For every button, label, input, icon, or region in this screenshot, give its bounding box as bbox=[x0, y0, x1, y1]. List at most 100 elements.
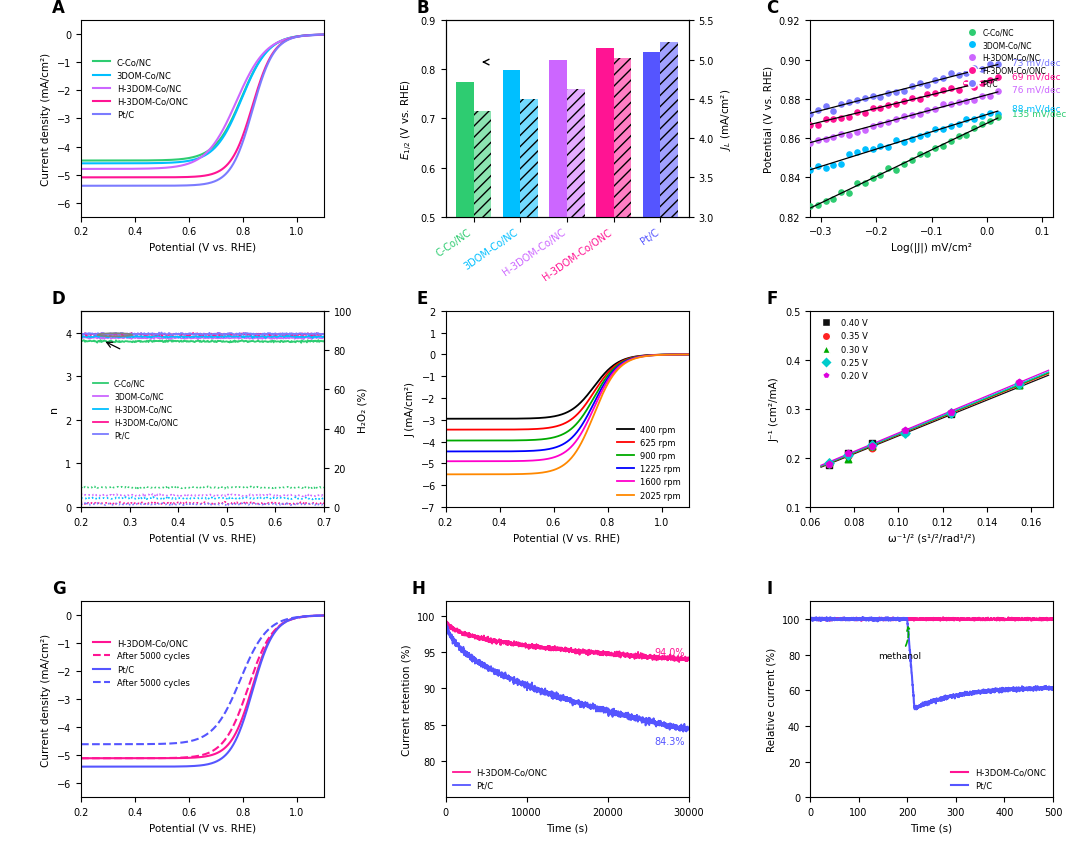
Point bbox=[942, 97, 959, 111]
Pt/C bbox=[281, 329, 294, 339]
Point bbox=[903, 108, 920, 122]
3DOM-Co/NC bbox=[190, 154, 203, 165]
After 5000 cycles bbox=[312, 611, 325, 621]
Bar bbox=[567, 90, 584, 453]
X-axis label: ω⁻¹/² (s¹/²/rad¹/²): ω⁻¹/² (s¹/²/rad¹/²) bbox=[888, 532, 975, 543]
1225 rpm bbox=[556, 440, 569, 450]
3DOM-Co/NC bbox=[75, 334, 87, 344]
Bar bbox=[613, 59, 632, 453]
H-3DOM-Co/ONC bbox=[312, 31, 325, 41]
Text: F: F bbox=[767, 289, 778, 308]
Point bbox=[864, 90, 881, 103]
Pt/C bbox=[225, 328, 238, 339]
Pt/C bbox=[191, 761, 204, 771]
H-3DOM-Co/NC bbox=[280, 332, 293, 342]
Point bbox=[927, 87, 944, 101]
Pt/C bbox=[75, 182, 87, 192]
Pt/C bbox=[191, 181, 204, 191]
Point bbox=[966, 113, 983, 127]
Point bbox=[848, 177, 865, 190]
Point bbox=[821, 458, 838, 472]
Point bbox=[856, 143, 874, 157]
1225 rpm bbox=[638, 351, 651, 362]
Point bbox=[816, 101, 834, 114]
Point bbox=[973, 119, 990, 132]
H-3DOM-Co/ONC bbox=[99, 331, 112, 341]
H-3DOM-Co/ONC bbox=[318, 611, 330, 621]
X-axis label: Log(|J|) mV/cm²: Log(|J|) mV/cm² bbox=[891, 242, 972, 253]
Point bbox=[864, 120, 881, 134]
H-3DOM-Co/ONC bbox=[675, 655, 688, 665]
Y-axis label: $E_{1/2}$ (V vs. RHE): $E_{1/2}$ (V vs. RHE) bbox=[400, 79, 415, 160]
Point bbox=[895, 95, 913, 108]
Point bbox=[919, 128, 936, 142]
Point bbox=[1010, 379, 1027, 392]
Pt/C bbox=[816, 615, 829, 625]
Y-axis label: Current density (mA/cm²): Current density (mA/cm²) bbox=[41, 53, 52, 186]
Point bbox=[895, 158, 913, 171]
X-axis label: Potential (V vs. RHE): Potential (V vs. RHE) bbox=[513, 532, 621, 543]
Point bbox=[942, 120, 959, 134]
Point bbox=[982, 90, 999, 103]
H-3DOM-Co/ONC bbox=[187, 328, 200, 339]
After 5000 cycles bbox=[318, 611, 330, 621]
Pt/C bbox=[312, 31, 325, 41]
H-3DOM-Co/ONC bbox=[281, 330, 294, 340]
Bar bbox=[521, 100, 538, 453]
H-3DOM-Co/NC bbox=[318, 333, 330, 343]
Line: C-Co/NC: C-Co/NC bbox=[81, 36, 324, 161]
Point bbox=[816, 162, 834, 176]
Bar bbox=[661, 44, 678, 453]
Line: 625 rpm: 625 rpm bbox=[446, 355, 689, 430]
Bar bbox=[456, 83, 473, 462]
Legend: 0.40 V, 0.35 V, 0.30 V, 0.25 V, 0.20 V: 0.40 V, 0.35 V, 0.30 V, 0.25 V, 0.20 V bbox=[814, 316, 872, 384]
Pt/C bbox=[810, 612, 823, 623]
Pt/C bbox=[675, 720, 688, 730]
Pt/C bbox=[916, 700, 929, 711]
Point bbox=[896, 426, 914, 440]
Point bbox=[856, 124, 874, 137]
Point bbox=[966, 122, 983, 136]
Point bbox=[801, 200, 819, 213]
900 rpm bbox=[638, 351, 651, 362]
Pt/C bbox=[190, 761, 203, 771]
Point bbox=[848, 94, 865, 107]
Point bbox=[895, 110, 913, 124]
Point bbox=[958, 67, 975, 81]
Line: H-3DOM-Co/NC: H-3DOM-Co/NC bbox=[81, 36, 324, 170]
Point bbox=[927, 124, 944, 137]
Point bbox=[989, 85, 1007, 99]
Point bbox=[839, 450, 856, 463]
Line: H-3DOM-Co/ONC: H-3DOM-Co/ONC bbox=[81, 36, 324, 178]
Point bbox=[903, 80, 920, 94]
C-Co/NC bbox=[219, 127, 232, 137]
Pt/C bbox=[1047, 683, 1059, 693]
H-3DOM-Co/ONC bbox=[451, 626, 464, 636]
Text: B: B bbox=[417, 0, 429, 17]
3DOM-Co/NC bbox=[296, 333, 309, 343]
H-3DOM-Co/ONC bbox=[75, 173, 87, 183]
3DOM-Co/NC bbox=[273, 38, 286, 48]
Point bbox=[821, 457, 838, 471]
Point bbox=[934, 98, 951, 112]
Point bbox=[872, 90, 889, 104]
H-3DOM-Co/NC bbox=[190, 156, 203, 166]
H-3DOM-Co/ONC bbox=[675, 655, 688, 665]
H-3DOM-Co/ONC bbox=[75, 753, 87, 763]
Point bbox=[825, 159, 842, 172]
Point bbox=[888, 113, 905, 126]
2025 rpm bbox=[683, 350, 696, 360]
625 rpm bbox=[683, 350, 696, 360]
Pt/C bbox=[154, 328, 167, 339]
Point bbox=[966, 94, 983, 107]
Point bbox=[919, 148, 936, 161]
Line: 400 rpm: 400 rpm bbox=[446, 355, 689, 419]
2025 rpm bbox=[583, 419, 596, 429]
After 5000 cycles bbox=[75, 740, 87, 750]
Point bbox=[816, 113, 834, 126]
Point bbox=[816, 195, 834, 209]
Pt/C bbox=[1040, 683, 1053, 693]
Point bbox=[982, 59, 999, 73]
After 5000 cycles bbox=[318, 611, 330, 621]
Point bbox=[903, 154, 920, 167]
